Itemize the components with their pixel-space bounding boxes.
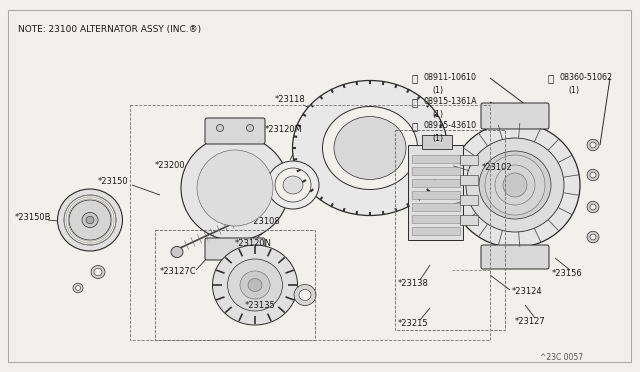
Ellipse shape bbox=[275, 168, 311, 202]
Text: *23108: *23108 bbox=[250, 218, 281, 227]
Text: *23127: *23127 bbox=[515, 317, 546, 327]
Bar bbox=[395, 130, 505, 330]
Ellipse shape bbox=[240, 271, 270, 299]
Text: Ⓦ: Ⓦ bbox=[412, 121, 419, 131]
Bar bbox=[460, 175, 478, 185]
FancyBboxPatch shape bbox=[205, 118, 265, 144]
Ellipse shape bbox=[217, 170, 253, 206]
Ellipse shape bbox=[587, 169, 599, 181]
Ellipse shape bbox=[171, 247, 183, 257]
Bar bbox=[412, 203, 460, 211]
Text: *23200: *23200 bbox=[155, 160, 186, 170]
Text: (1): (1) bbox=[432, 134, 443, 142]
Text: *23118: *23118 bbox=[275, 96, 306, 105]
Bar bbox=[412, 167, 460, 175]
Ellipse shape bbox=[587, 201, 599, 213]
Text: 08915-1361A: 08915-1361A bbox=[424, 97, 477, 106]
Text: (1): (1) bbox=[568, 86, 579, 94]
Ellipse shape bbox=[450, 122, 580, 247]
Ellipse shape bbox=[207, 160, 263, 216]
FancyBboxPatch shape bbox=[481, 103, 549, 129]
Text: NOTE: 23100 ALTERNATOR ASSY (INC.®): NOTE: 23100 ALTERNATOR ASSY (INC.®) bbox=[18, 25, 201, 34]
Bar bbox=[460, 215, 478, 225]
Ellipse shape bbox=[64, 195, 116, 245]
Ellipse shape bbox=[495, 165, 535, 205]
Ellipse shape bbox=[94, 268, 102, 276]
Ellipse shape bbox=[590, 142, 596, 148]
FancyBboxPatch shape bbox=[481, 245, 549, 269]
Ellipse shape bbox=[299, 289, 311, 301]
Ellipse shape bbox=[76, 286, 81, 291]
Ellipse shape bbox=[69, 200, 111, 240]
Ellipse shape bbox=[590, 204, 596, 210]
Bar bbox=[412, 215, 460, 223]
Text: Ⓥ: Ⓥ bbox=[412, 97, 419, 107]
Ellipse shape bbox=[503, 173, 527, 197]
Text: *23102: *23102 bbox=[482, 164, 513, 173]
Bar bbox=[422, 135, 452, 149]
Text: *23120N: *23120N bbox=[235, 240, 272, 248]
FancyBboxPatch shape bbox=[205, 238, 265, 260]
Text: 08911-10610: 08911-10610 bbox=[424, 74, 477, 83]
Ellipse shape bbox=[212, 245, 298, 325]
Bar bbox=[408, 145, 463, 240]
Text: *23150B: *23150B bbox=[15, 214, 51, 222]
Bar bbox=[460, 155, 478, 165]
Ellipse shape bbox=[246, 125, 253, 131]
Ellipse shape bbox=[590, 234, 596, 240]
Ellipse shape bbox=[485, 155, 545, 215]
Text: *23124: *23124 bbox=[512, 288, 543, 296]
Ellipse shape bbox=[225, 178, 245, 198]
Ellipse shape bbox=[82, 212, 98, 228]
Ellipse shape bbox=[466, 138, 564, 232]
Ellipse shape bbox=[216, 125, 223, 131]
Text: (1): (1) bbox=[432, 86, 443, 94]
Bar bbox=[130, 105, 490, 340]
Ellipse shape bbox=[590, 172, 596, 178]
Bar bbox=[412, 155, 460, 163]
Bar bbox=[412, 191, 460, 199]
Bar bbox=[155, 230, 315, 340]
Text: *23120M: *23120M bbox=[265, 125, 303, 135]
Text: 08360-51062: 08360-51062 bbox=[560, 74, 613, 83]
Ellipse shape bbox=[181, 135, 289, 241]
Ellipse shape bbox=[58, 189, 122, 251]
Text: *23150: *23150 bbox=[98, 177, 129, 186]
Text: *23127C: *23127C bbox=[160, 267, 196, 276]
Text: Ⓢ: Ⓢ bbox=[548, 73, 554, 83]
Ellipse shape bbox=[479, 151, 551, 219]
Text: ^23C 0057: ^23C 0057 bbox=[540, 353, 583, 362]
Ellipse shape bbox=[248, 279, 262, 292]
Ellipse shape bbox=[292, 80, 447, 215]
Ellipse shape bbox=[323, 106, 417, 189]
Text: (1): (1) bbox=[432, 109, 443, 119]
Text: 08915-43610: 08915-43610 bbox=[424, 122, 477, 131]
Bar bbox=[412, 179, 460, 187]
Ellipse shape bbox=[73, 283, 83, 293]
Ellipse shape bbox=[587, 231, 599, 243]
Ellipse shape bbox=[334, 116, 406, 180]
Ellipse shape bbox=[294, 285, 316, 305]
Ellipse shape bbox=[283, 176, 303, 194]
Text: Ⓝ: Ⓝ bbox=[412, 73, 419, 83]
Ellipse shape bbox=[227, 259, 282, 311]
Ellipse shape bbox=[267, 161, 319, 209]
Text: *23156: *23156 bbox=[552, 269, 583, 279]
Ellipse shape bbox=[197, 150, 273, 226]
Text: *23135: *23135 bbox=[245, 301, 276, 311]
Bar bbox=[412, 227, 460, 235]
Bar bbox=[460, 195, 478, 205]
Ellipse shape bbox=[91, 266, 105, 279]
Ellipse shape bbox=[86, 216, 94, 224]
Ellipse shape bbox=[587, 139, 599, 151]
Text: *23138: *23138 bbox=[398, 279, 429, 289]
Text: *23215: *23215 bbox=[398, 320, 429, 328]
